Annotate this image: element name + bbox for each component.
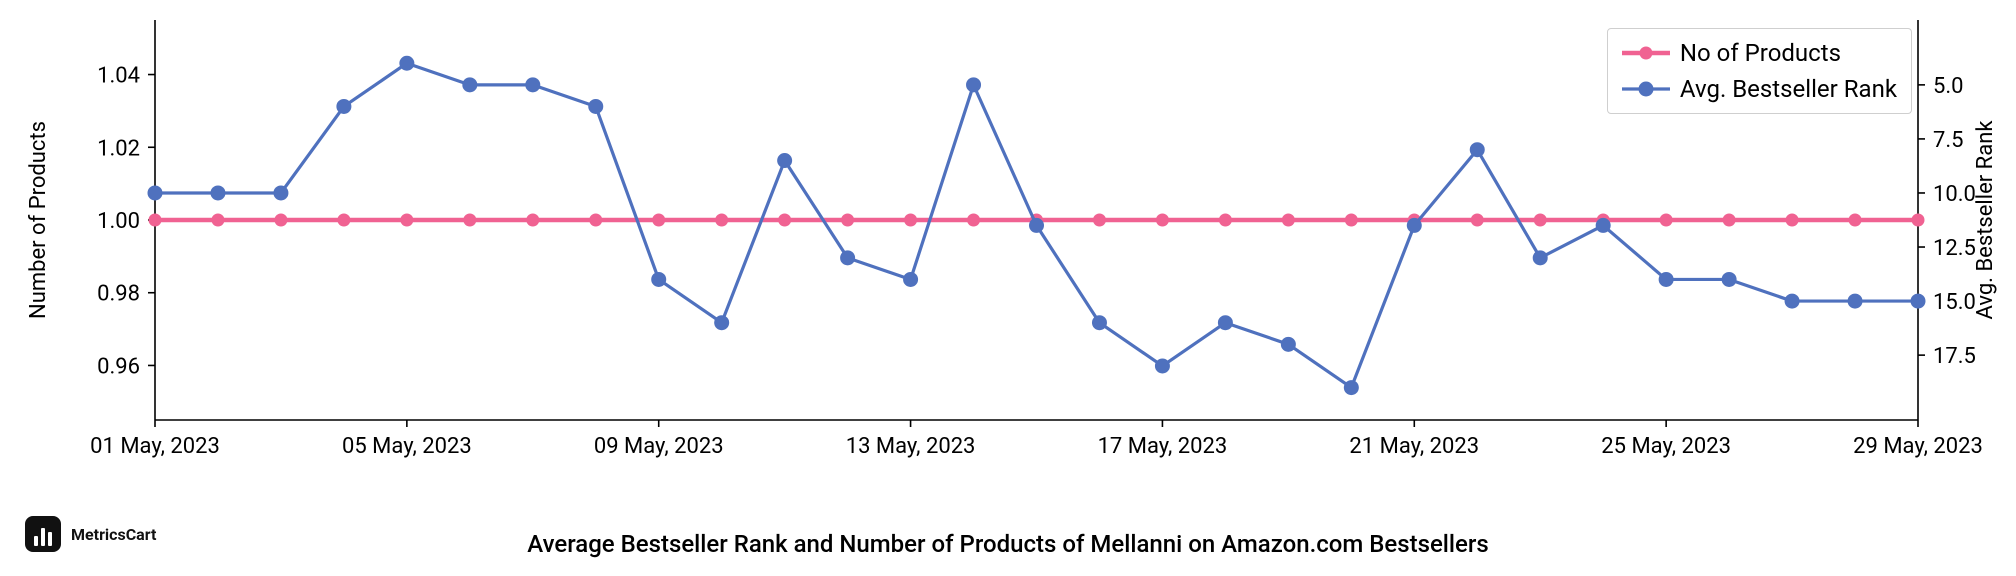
- series-marker: [777, 153, 792, 168]
- series-marker: [1723, 214, 1736, 227]
- legend-swatch-icon: [1622, 79, 1670, 99]
- series-marker: [589, 214, 602, 227]
- y-right-tick-label: 10.0: [1933, 182, 1976, 207]
- series-marker: [651, 272, 666, 287]
- series-marker: [778, 214, 791, 227]
- legend-item: Avg. Bestseller Rank: [1622, 71, 1897, 107]
- bar-chart-icon: [25, 516, 61, 552]
- series-marker: [1093, 214, 1106, 227]
- series-marker: [967, 214, 980, 227]
- y-left-tick-label: 0.98: [97, 282, 140, 307]
- series-marker: [903, 272, 918, 287]
- y-right-tick-label: 5.0: [1933, 74, 1964, 99]
- series-marker: [1848, 294, 1863, 309]
- y-right-tick-label: 7.5: [1933, 128, 1964, 153]
- legend-swatch-icon: [1622, 43, 1670, 63]
- legend-label: No of Products: [1680, 35, 1841, 71]
- series-marker: [1344, 380, 1359, 395]
- series-marker: [1912, 214, 1925, 227]
- series-marker: [1281, 337, 1296, 352]
- y-right-tick-label: 17.5: [1933, 344, 1976, 369]
- series-marker: [1722, 272, 1737, 287]
- series-marker: [1785, 294, 1800, 309]
- series-marker: [841, 214, 854, 227]
- y-left-tick-label: 0.96: [97, 354, 140, 379]
- x-tick-label: 13 May, 2023: [846, 434, 976, 459]
- series-marker: [462, 77, 477, 92]
- x-tick-label: 29 May, 2023: [1853, 434, 1983, 459]
- y-right-axis-label: Avg. Bestseller Rank: [1973, 120, 1998, 320]
- series-marker: [1534, 214, 1547, 227]
- series-marker: [1156, 214, 1169, 227]
- x-tick-label: 09 May, 2023: [594, 434, 724, 459]
- series-marker: [1659, 272, 1674, 287]
- series-marker: [1533, 250, 1548, 265]
- brand-logo: MetricsCart: [25, 516, 156, 552]
- series-marker: [1911, 294, 1926, 309]
- series-marker: [211, 214, 224, 227]
- series-marker: [399, 56, 414, 71]
- series-marker: [1660, 214, 1673, 227]
- series-marker: [1029, 218, 1044, 233]
- series-marker: [966, 77, 981, 92]
- y-left-tick-label: 1.02: [97, 136, 140, 161]
- x-tick-label: 25 May, 2023: [1601, 434, 1731, 459]
- chart-caption: Average Bestseller Rank and Number of Pr…: [527, 530, 1488, 558]
- series-marker: [652, 214, 665, 227]
- series-marker: [1092, 315, 1107, 330]
- series-marker: [1407, 218, 1422, 233]
- legend-item: No of Products: [1622, 35, 1897, 71]
- series-marker: [840, 250, 855, 265]
- y-left-tick-label: 1.04: [97, 64, 140, 89]
- series-marker: [1155, 358, 1170, 373]
- series-marker: [714, 315, 729, 330]
- series-marker: [1218, 315, 1233, 330]
- series-marker: [210, 185, 225, 200]
- series-marker: [337, 214, 350, 227]
- series-marker: [1849, 214, 1862, 227]
- series-marker: [1596, 218, 1611, 233]
- series-marker: [1219, 214, 1232, 227]
- series-marker: [904, 214, 917, 227]
- series-marker: [336, 99, 351, 114]
- series-marker: [588, 99, 603, 114]
- y-right-tick-label: 15.0: [1933, 290, 1976, 315]
- series-marker: [526, 214, 539, 227]
- series-marker: [1282, 214, 1295, 227]
- series-marker: [273, 185, 288, 200]
- series-marker: [525, 77, 540, 92]
- legend: No of ProductsAvg. Bestseller Rank: [1607, 28, 1912, 114]
- y-left-tick-label: 1.00: [97, 209, 140, 234]
- series-marker: [1470, 142, 1485, 157]
- series-marker: [463, 214, 476, 227]
- y-left-axis-label: Number of Products: [26, 121, 51, 319]
- legend-label: Avg. Bestseller Rank: [1680, 71, 1897, 107]
- series-marker: [1471, 214, 1484, 227]
- x-tick-label: 01 May, 2023: [90, 434, 220, 459]
- brand-name: MetricsCart: [71, 525, 156, 544]
- series-marker: [1786, 214, 1799, 227]
- x-tick-label: 21 May, 2023: [1349, 434, 1479, 459]
- series-marker: [715, 214, 728, 227]
- series-marker: [400, 214, 413, 227]
- series-marker: [148, 185, 163, 200]
- x-tick-label: 05 May, 2023: [342, 434, 472, 459]
- x-tick-label: 17 May, 2023: [1098, 434, 1228, 459]
- series-marker: [1345, 214, 1358, 227]
- series-marker: [274, 214, 287, 227]
- y-right-tick-label: 12.5: [1933, 236, 1976, 261]
- series-marker: [149, 214, 162, 227]
